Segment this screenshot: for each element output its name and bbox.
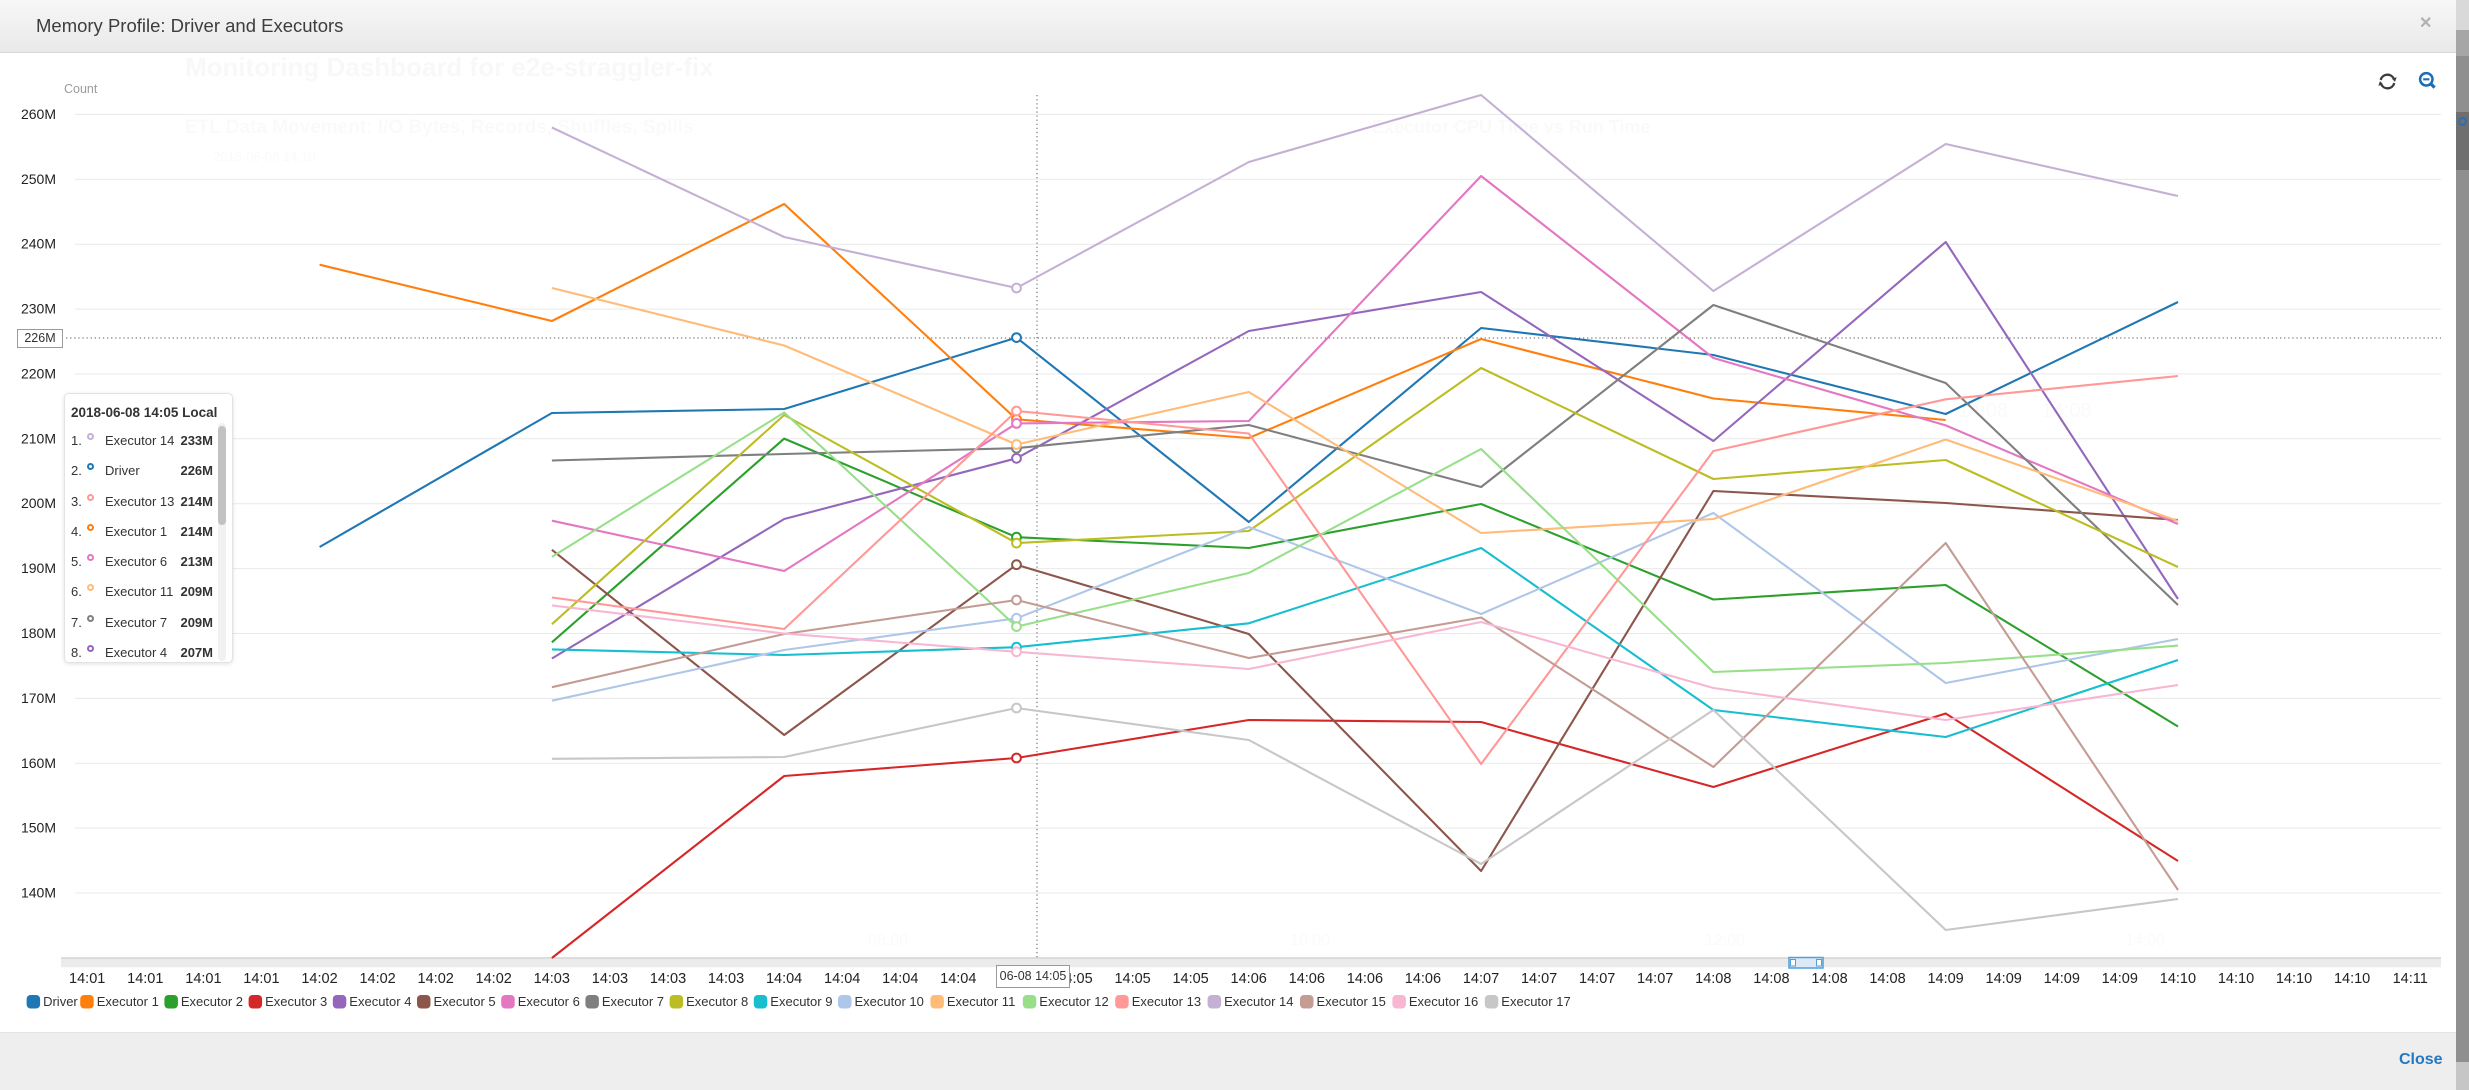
svg-text:Executor 12: Executor 12: [1039, 994, 1108, 1009]
svg-text:14:09: 14:09: [2044, 971, 2080, 987]
svg-text:14:04: 14:04: [882, 971, 918, 987]
svg-text:Executor 16: Executor 16: [1409, 994, 1478, 1009]
svg-text:Executor 15: Executor 15: [1317, 994, 1386, 1009]
svg-text:Executor 5: Executor 5: [434, 994, 496, 1009]
svg-text:14:06: 14:06: [1347, 971, 1383, 987]
svg-text:14:10: 14:10: [2276, 971, 2312, 987]
svg-text:Count: Count: [64, 82, 98, 96]
svg-text:14:07: 14:07: [1463, 971, 1499, 987]
svg-text:210M: 210M: [21, 430, 56, 446]
svg-text:Executor 10: Executor 10: [855, 994, 924, 1009]
svg-text:Executor 8: Executor 8: [686, 994, 748, 1009]
svg-text:14:08: 14:08: [1695, 971, 1731, 987]
svg-text:14:10: 14:10: [2160, 971, 2196, 987]
svg-text:230M: 230M: [21, 301, 56, 317]
svg-text:Executor 17: Executor 17: [1501, 994, 1570, 1009]
svg-text:14:02: 14:02: [359, 971, 395, 987]
svg-text:150M: 150M: [21, 820, 56, 836]
svg-text:170M: 170M: [21, 690, 56, 706]
svg-text:14:02: 14:02: [301, 971, 337, 987]
svg-text:250M: 250M: [21, 171, 56, 187]
svg-text:Executor 13: Executor 13: [1132, 994, 1201, 1009]
svg-text:14:09: 14:09: [1927, 971, 1963, 987]
svg-text:14:03: 14:03: [534, 971, 570, 987]
svg-text:Executor 1: Executor 1: [97, 994, 159, 1009]
svg-text:14:01: 14:01: [185, 971, 221, 987]
svg-text:Executor 9: Executor 9: [770, 994, 832, 1009]
svg-text:180M: 180M: [21, 625, 56, 641]
svg-text:Executor 4: Executor 4: [349, 994, 411, 1009]
svg-text:14:09: 14:09: [1986, 971, 2022, 987]
svg-text:14:03: 14:03: [592, 971, 628, 987]
svg-text:14:06: 14:06: [1289, 971, 1325, 987]
svg-text:160M: 160M: [21, 755, 56, 771]
svg-text:14:03: 14:03: [708, 971, 744, 987]
svg-text:14:01: 14:01: [69, 971, 105, 987]
svg-text:Executor 3: Executor 3: [265, 994, 327, 1009]
svg-text:14:08: 14:08: [1811, 971, 1847, 987]
svg-text:14:05: 14:05: [1172, 971, 1208, 987]
svg-text:220M: 220M: [21, 365, 56, 381]
svg-text:140M: 140M: [21, 885, 56, 901]
svg-text:Executor 11: Executor 11: [947, 994, 1015, 1009]
svg-text:Executor 14: Executor 14: [1224, 994, 1293, 1009]
svg-text:14:04: 14:04: [766, 971, 802, 987]
svg-text:14:06: 14:06: [1405, 971, 1441, 987]
svg-text:14:04: 14:04: [940, 971, 976, 987]
svg-text:14:07: 14:07: [1521, 971, 1557, 987]
svg-text:14:03: 14:03: [650, 971, 686, 987]
svg-text:200M: 200M: [21, 495, 56, 511]
svg-text:14:02: 14:02: [476, 971, 512, 987]
svg-text:14:07: 14:07: [1579, 971, 1615, 987]
svg-text:Driver: Driver: [43, 994, 78, 1009]
svg-text:14:01: 14:01: [127, 971, 163, 987]
svg-text:240M: 240M: [21, 236, 56, 252]
svg-text:14:11: 14:11: [2393, 971, 2428, 987]
svg-text:14:06: 14:06: [1231, 971, 1267, 987]
svg-text:14:05: 14:05: [1114, 971, 1150, 987]
svg-text:14:04: 14:04: [824, 971, 860, 987]
svg-text:Executor 6: Executor 6: [518, 994, 580, 1009]
svg-text:260M: 260M: [21, 106, 56, 122]
svg-text:14:07: 14:07: [1637, 971, 1673, 987]
svg-text:Executor 7: Executor 7: [602, 994, 664, 1009]
svg-text:14:02: 14:02: [418, 971, 454, 987]
svg-text:14:09: 14:09: [2102, 971, 2138, 987]
svg-text:14:10: 14:10: [2218, 971, 2254, 987]
svg-text:14:08: 14:08: [1753, 971, 1789, 987]
svg-text:Executor 2: Executor 2: [181, 994, 243, 1009]
svg-text:14:08: 14:08: [1869, 971, 1905, 987]
svg-text:190M: 190M: [21, 560, 56, 576]
svg-text:14:01: 14:01: [243, 971, 279, 987]
svg-text:14:10: 14:10: [2334, 971, 2370, 987]
